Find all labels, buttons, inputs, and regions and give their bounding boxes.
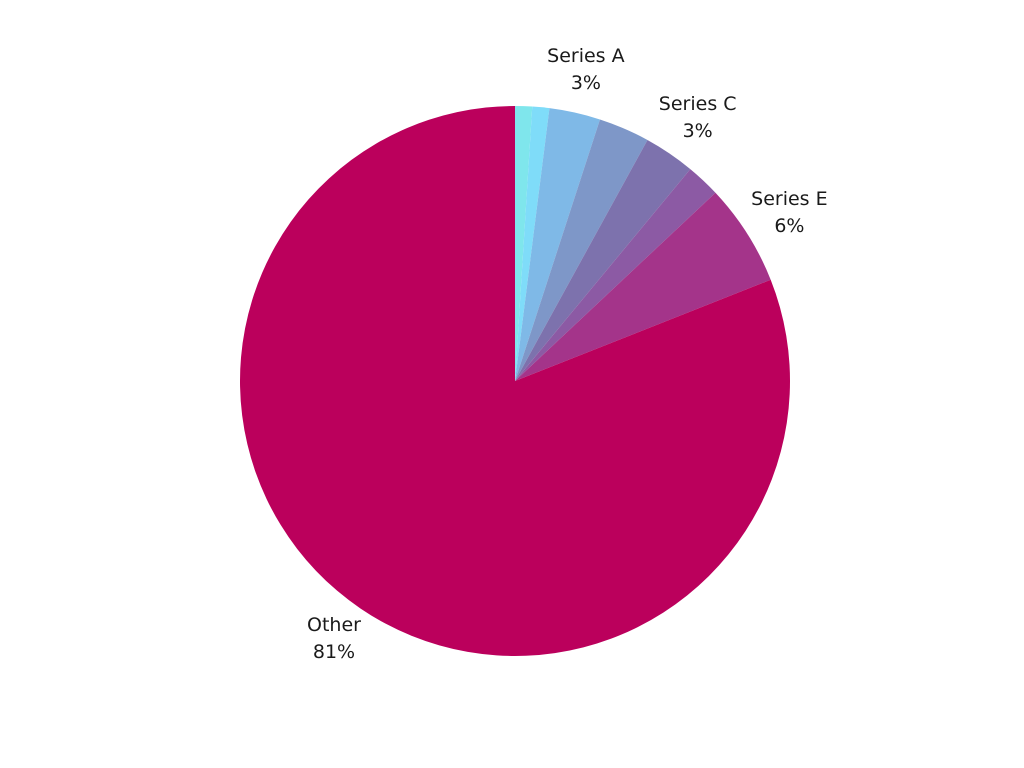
pie-slice-series-c [515, 140, 691, 381]
slice-label-series-e: Series E 6% [751, 188, 827, 237]
pie-slice-5 [515, 169, 716, 381]
pie-labels: Series A 3% Series C 3% Series E 6% Other 81% [307, 45, 828, 663]
slice-label-percent: 6% [774, 215, 804, 237]
pie-slice-3 [515, 119, 648, 381]
slice-label-series-c: Series C 3% [659, 93, 737, 142]
pie-slice-series-a [515, 108, 600, 381]
pie-slice-series-e [515, 192, 771, 381]
slice-label-percent: 3% [683, 120, 713, 142]
slice-label-name: Other [307, 614, 361, 636]
slice-label-name: Series E [751, 188, 827, 210]
slice-label-percent: 3% [571, 72, 601, 94]
slice-label-percent: 81% [313, 641, 355, 663]
slice-label-name: Series C [659, 93, 737, 115]
pie-slice-1 [515, 106, 550, 381]
pie-slices [239, 106, 790, 656]
slice-label-name: Series A [547, 45, 624, 67]
pie-slice-other [239, 106, 790, 656]
pie-slice-0 [515, 106, 533, 381]
slice-label-other: Other 81% [307, 614, 361, 663]
slice-label-series-a: Series A 3% [547, 45, 624, 94]
